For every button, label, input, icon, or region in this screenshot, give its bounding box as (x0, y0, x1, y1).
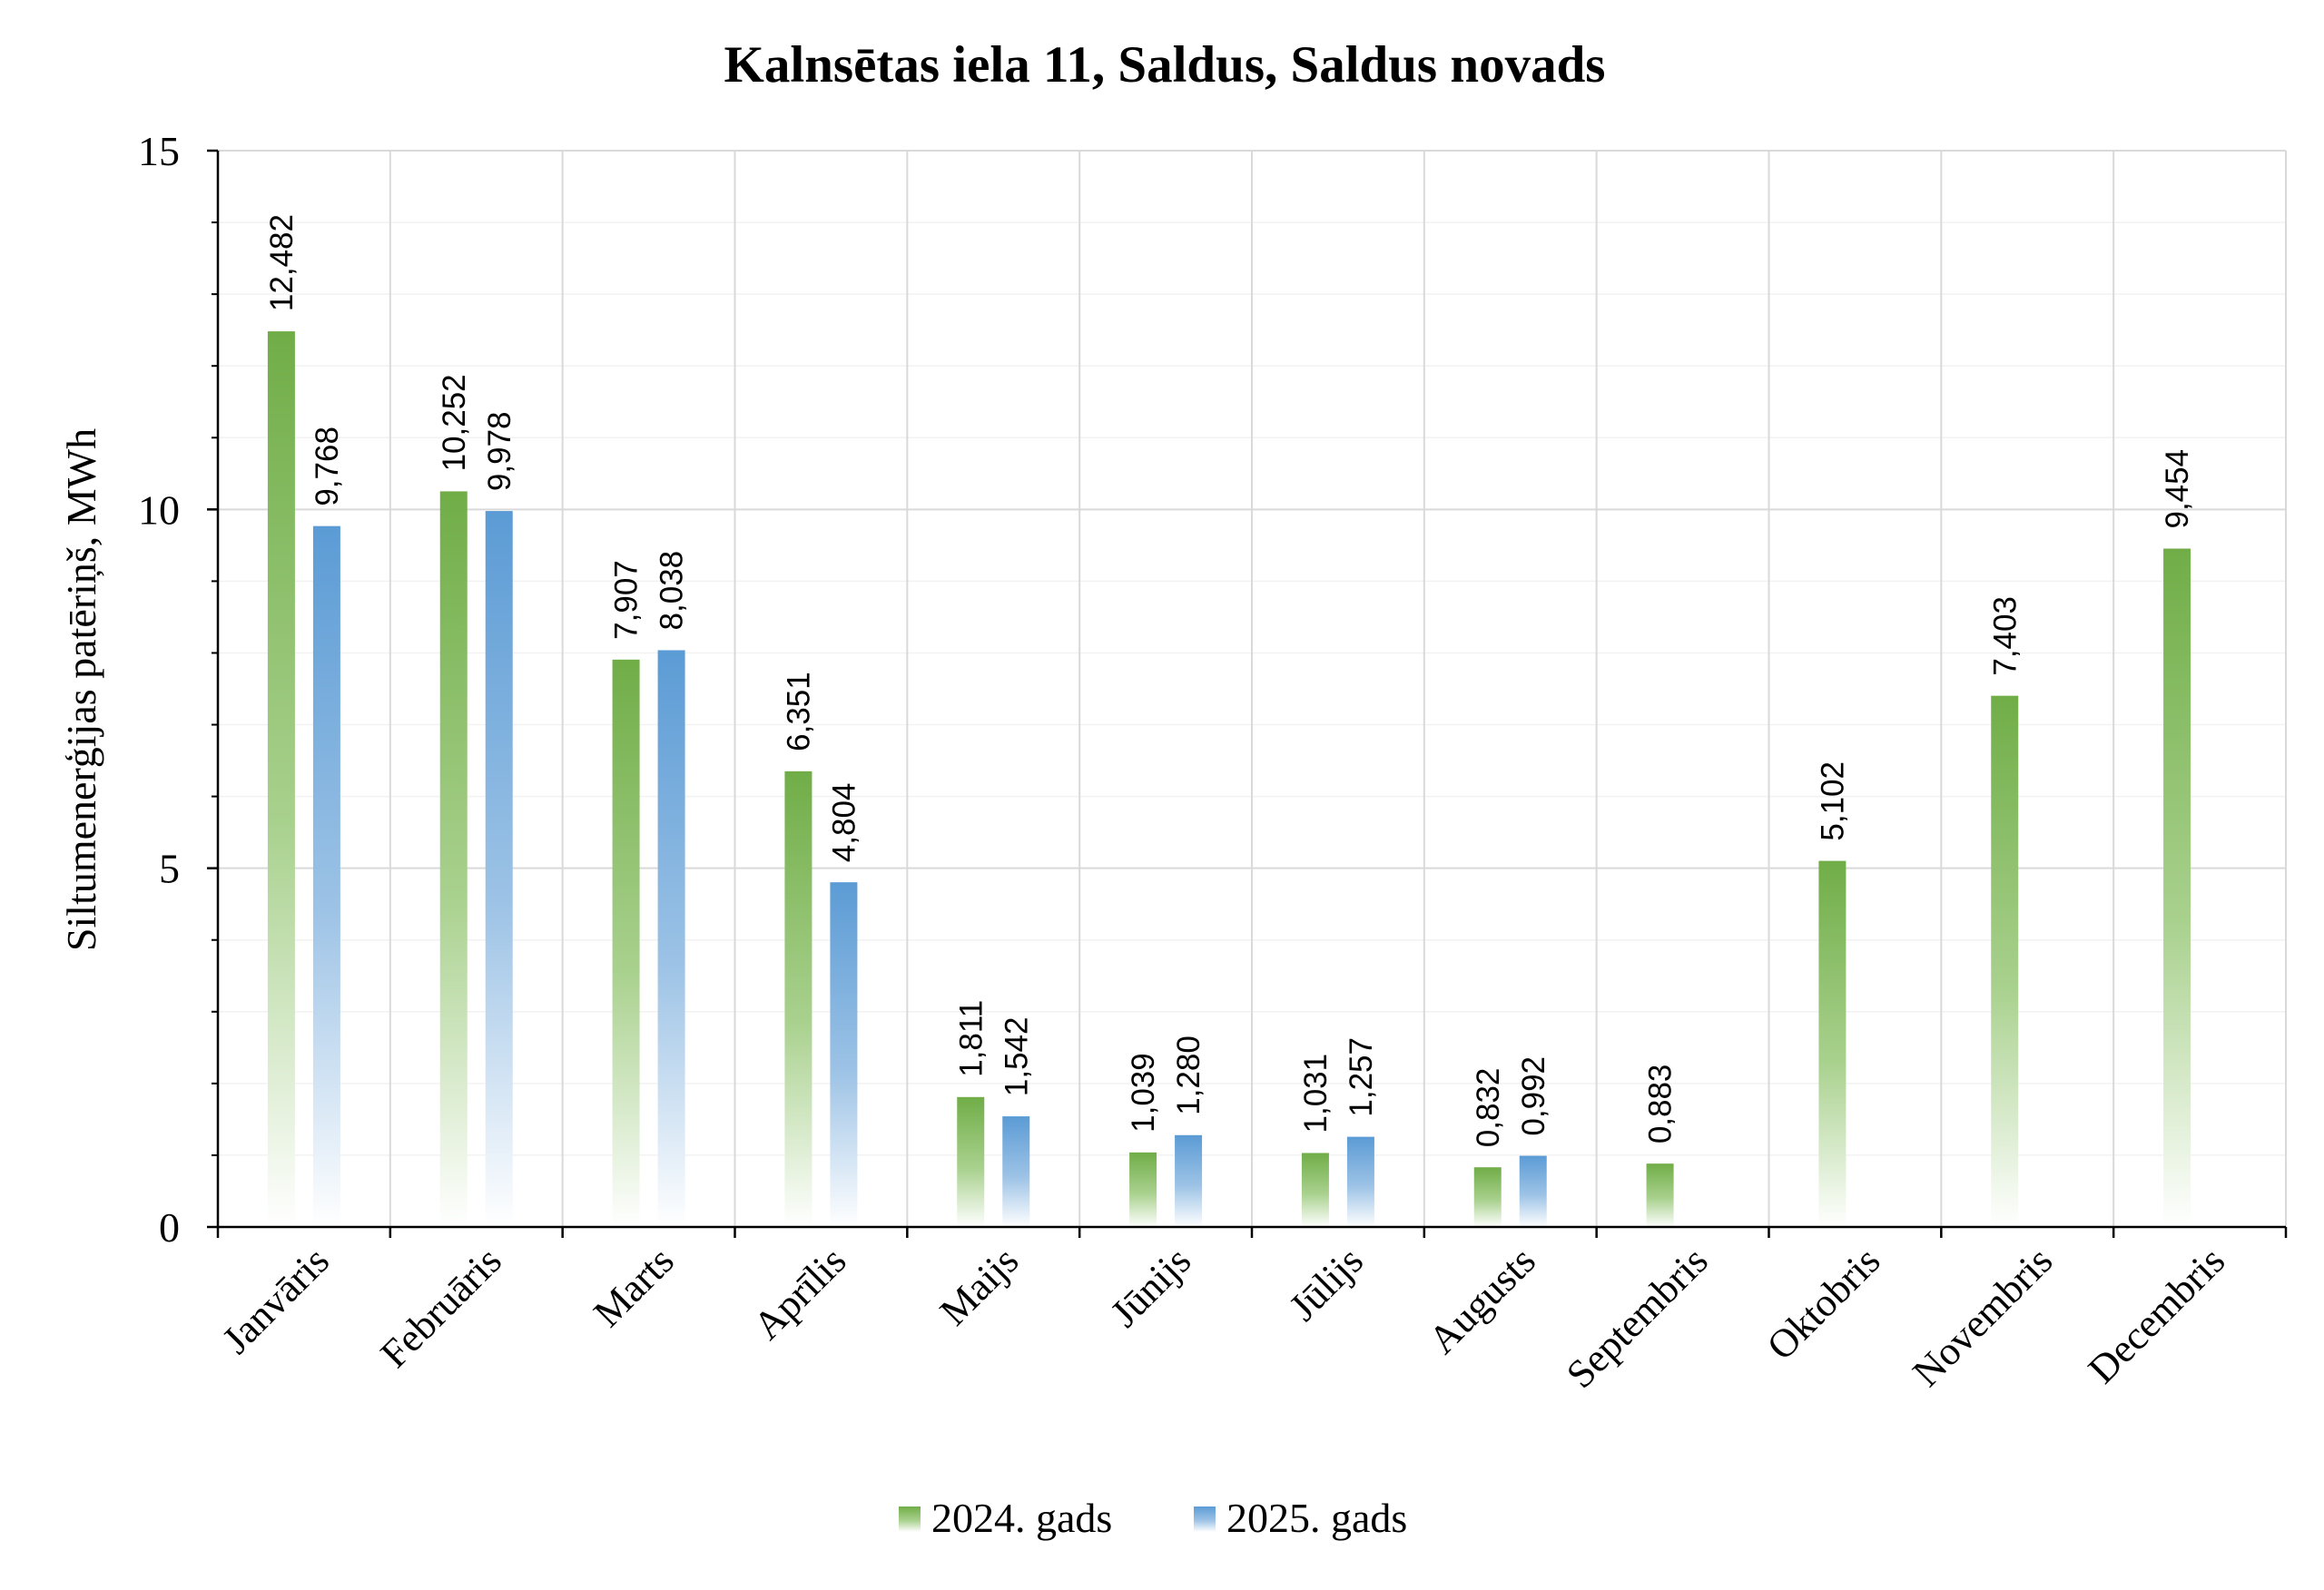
gridlines (218, 150, 2287, 1227)
y-tick-label: 10 (138, 486, 180, 533)
category-label: Augusts (1420, 1238, 1544, 1362)
data-label: 8,038 (655, 551, 690, 631)
bar-series-1 (957, 1096, 985, 1227)
category-label: Jūlijs (1281, 1238, 1372, 1329)
data-label: 7,403 (1987, 596, 2023, 676)
bar-series-2 (485, 511, 513, 1227)
bar-series-2 (1519, 1155, 1547, 1227)
bar-series-2 (1346, 1136, 1374, 1227)
data-label: 4,804 (826, 783, 862, 863)
data-label: 9,454 (2160, 449, 2195, 529)
bar-series-1 (439, 491, 468, 1227)
bar-series-1 (1991, 695, 2019, 1227)
data-label: 5,102 (1815, 761, 1850, 841)
category-label: Septembris (1558, 1238, 1717, 1397)
data-label: 7,907 (609, 560, 645, 640)
category-label: Oktobris (1758, 1238, 1889, 1369)
category-label: Maijs (931, 1238, 1028, 1334)
category-label: Aprīlis (744, 1238, 854, 1348)
category-label: Janvāris (213, 1238, 338, 1362)
category-label: Novembris (1904, 1238, 2061, 1395)
y-tick-label: 0 (159, 1204, 180, 1251)
bar-series-2 (312, 525, 340, 1227)
data-label: 0,832 (1471, 1068, 1506, 1148)
bar-series-2 (657, 650, 685, 1227)
bar-series-1 (267, 331, 295, 1228)
bars (267, 331, 2191, 1228)
data-label: 9,978 (482, 411, 517, 491)
category-label: Marts (585, 1238, 682, 1335)
legend-swatch (899, 1507, 921, 1532)
bar-series-1 (1129, 1152, 1157, 1227)
legend-label: 2024. gads (931, 1495, 1112, 1541)
data-label: 1,039 (1126, 1053, 1161, 1133)
chart-title: Kalnsētas iela 11, Saldus, Saldus novads (724, 36, 1606, 93)
bar-series-1 (1301, 1153, 1329, 1227)
legend-label: 2025. gads (1226, 1495, 1407, 1541)
data-label: 0,992 (1516, 1056, 1551, 1136)
category-label: Februāris (372, 1238, 510, 1376)
bar-series-1 (2163, 548, 2191, 1227)
bar-series-1 (1473, 1167, 1502, 1227)
y-tick-label: 5 (159, 846, 180, 892)
data-label: 1,542 (999, 1016, 1034, 1096)
data-label: 6,351 (781, 672, 816, 751)
bar-series-1 (612, 659, 640, 1227)
data-labels: 12,482 10,252 7,907 6,351 1,811 1,039 1,031 0,8… (264, 214, 2195, 1147)
y-tick-label: 15 (138, 128, 180, 174)
data-label: 1,031 (1298, 1054, 1334, 1134)
category-label: Jūnijs (1102, 1238, 1199, 1335)
data-label: 1,811 (953, 1000, 989, 1077)
data-label: 0,883 (1643, 1065, 1679, 1144)
bar-series-2 (1002, 1116, 1030, 1227)
category-label: Decembris (2080, 1238, 2233, 1391)
data-label: 1,257 (1344, 1037, 1379, 1117)
bar-series-1 (1818, 860, 1846, 1227)
bar-series-1 (784, 770, 812, 1227)
data-label: 10,252 (437, 374, 472, 471)
legend-swatch (1194, 1507, 1216, 1532)
legend: 2024. gads 2025. gads (899, 1495, 1407, 1541)
bar-series-2 (830, 882, 858, 1227)
data-label: 12,482 (264, 214, 300, 311)
data-label: 1,280 (1171, 1035, 1206, 1115)
data-label: 9,768 (310, 427, 345, 506)
bar-series-2 (1175, 1134, 1203, 1227)
bar-series-1 (1646, 1163, 1674, 1227)
y-axis-label: Siltumenerģijas patēriņš, MWh (58, 428, 104, 951)
